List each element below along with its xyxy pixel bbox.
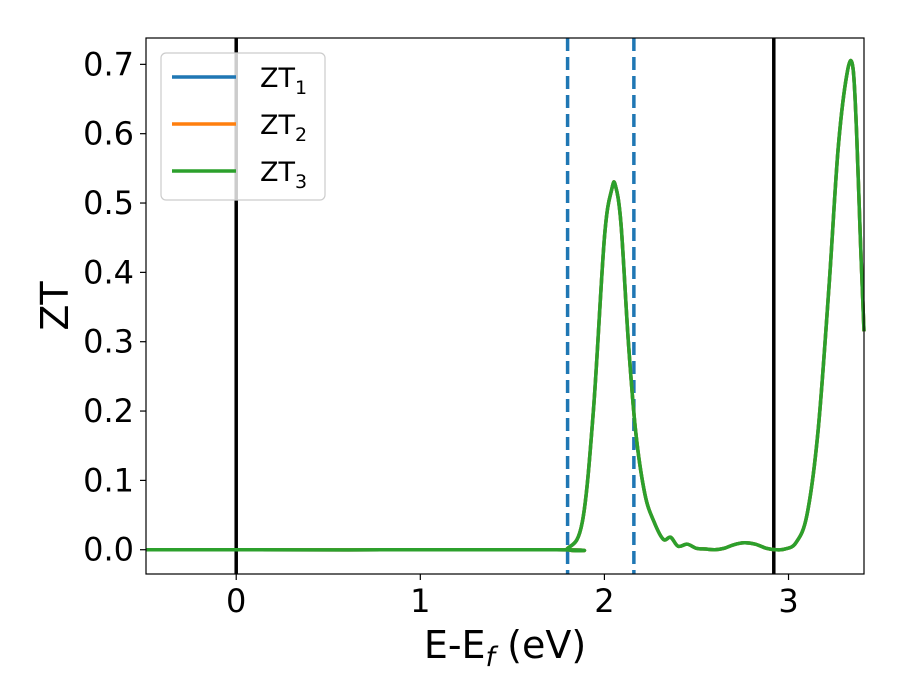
x-axis-label: E-Ef (eV) <box>424 623 586 673</box>
plot-frame <box>145 37 865 575</box>
y-tick-label: 0.3 <box>83 323 134 361</box>
y-tick-label: 0.0 <box>83 531 134 569</box>
legend-label-zt3: ZT3 <box>260 157 307 193</box>
legend-label-zt1: ZT1 <box>260 63 307 99</box>
y-tick-label: 0.2 <box>83 392 134 430</box>
legend-items: ZT1 ZT2 ZT3 <box>172 63 307 193</box>
y-tick-label: 0.7 <box>83 45 134 83</box>
y-axis-ticks: 0.0 0.1 0.2 0.3 0.4 0.5 0.6 0.7 <box>83 45 146 569</box>
x-tick-label: 3 <box>778 582 798 620</box>
legend: ZT1 ZT2 ZT3 <box>160 52 326 201</box>
x-axis-label-unit: (eV) <box>495 623 586 667</box>
x-tick-label: 1 <box>410 582 430 620</box>
series-group <box>145 58 866 553</box>
y-axis-label: ZT <box>33 281 77 331</box>
x-axis-ticks: 0 1 2 3 <box>226 574 799 620</box>
series-line-zt3 <box>145 58 866 553</box>
y-tick-label: 0.4 <box>83 253 134 291</box>
legend-box <box>160 52 326 201</box>
y-tick-label: 0.6 <box>83 115 134 153</box>
x-tick-label: 0 <box>226 582 246 620</box>
y-tick-label: 0.5 <box>83 184 134 222</box>
legend-label-zt2: ZT2 <box>260 110 307 146</box>
x-tick-label: 2 <box>594 582 614 620</box>
y-tick-label: 0.1 <box>83 461 134 499</box>
